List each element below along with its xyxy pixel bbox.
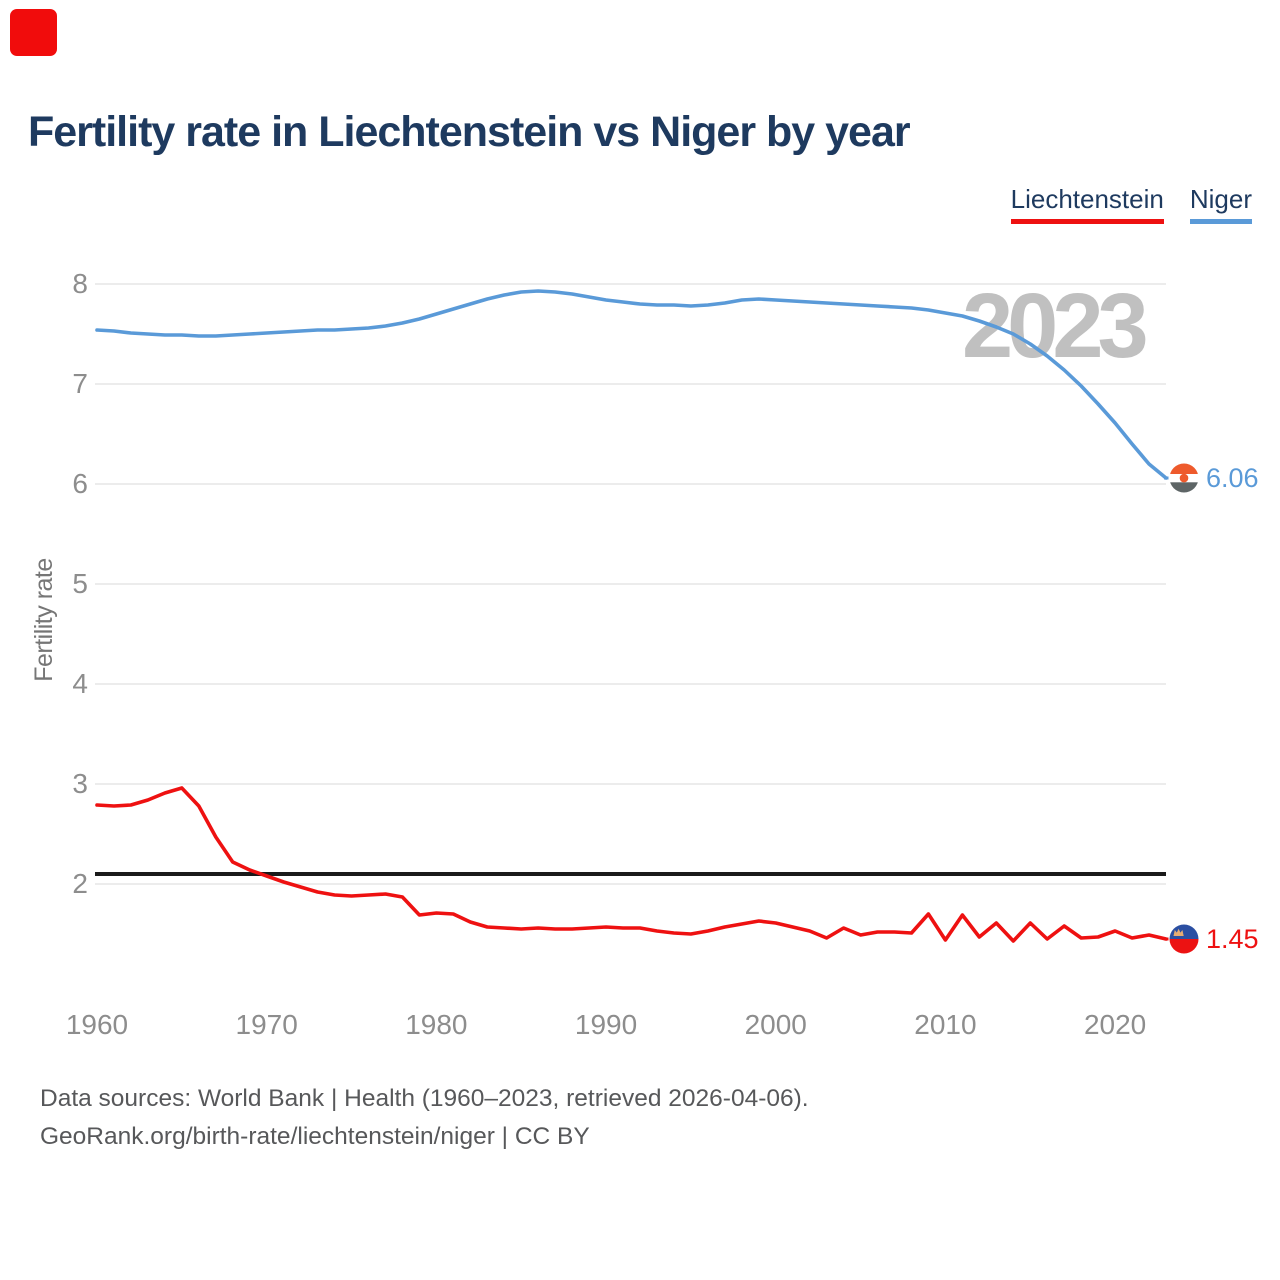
end-value-label-liechtenstein: 1.45: [1206, 924, 1259, 954]
series-line-liechtenstein: [95, 786, 1168, 943]
footer-link: GeoRank.org/birth-rate/liechtenstein/nig…: [40, 1122, 590, 1150]
end-value-label-niger: 6.06: [1206, 463, 1259, 493]
series-line-niger: [95, 289, 1168, 480]
legend-item-niger[interactable]: Niger: [1189, 184, 1252, 224]
x-tick-label: 2020: [1083, 1009, 1147, 1040]
footer-sources: Data sources: World Bank | Health (1960–…: [40, 1085, 809, 1112]
x-tick-label: 1960: [65, 1009, 129, 1040]
x-tick-label: 1990: [574, 1009, 638, 1040]
legend-item-liechtenstein[interactable]: Liechtenstein: [1010, 184, 1164, 224]
x-tick-label: 1970: [235, 1009, 298, 1040]
chart-title: Fertility rate in Liechtenstein vs Niger…: [28, 108, 911, 156]
legend: Liechtenstein Niger: [1010, 184, 1252, 224]
x-tick-label: 1980: [405, 1009, 468, 1040]
y-tick-label: 6: [72, 468, 88, 499]
x-tick-label: 2000: [744, 1009, 807, 1040]
y-tick-label: 7: [72, 368, 88, 399]
footer: Data sources: World Bank | Health (1960–…: [40, 1080, 809, 1155]
x-tick-label: 2010: [914, 1009, 977, 1040]
y-tick-label: 5: [72, 568, 88, 599]
niger-flag-icon: [1169, 463, 1199, 493]
y-tick-label: 4: [72, 668, 88, 699]
y-tick-label: 3: [72, 768, 88, 799]
logo-mark: [10, 9, 57, 56]
y-tick-label: 2: [72, 868, 88, 899]
liechtenstein-flag-icon: [1169, 924, 1199, 954]
crown-icon: [1173, 928, 1184, 936]
y-tick-label: 8: [72, 268, 88, 299]
